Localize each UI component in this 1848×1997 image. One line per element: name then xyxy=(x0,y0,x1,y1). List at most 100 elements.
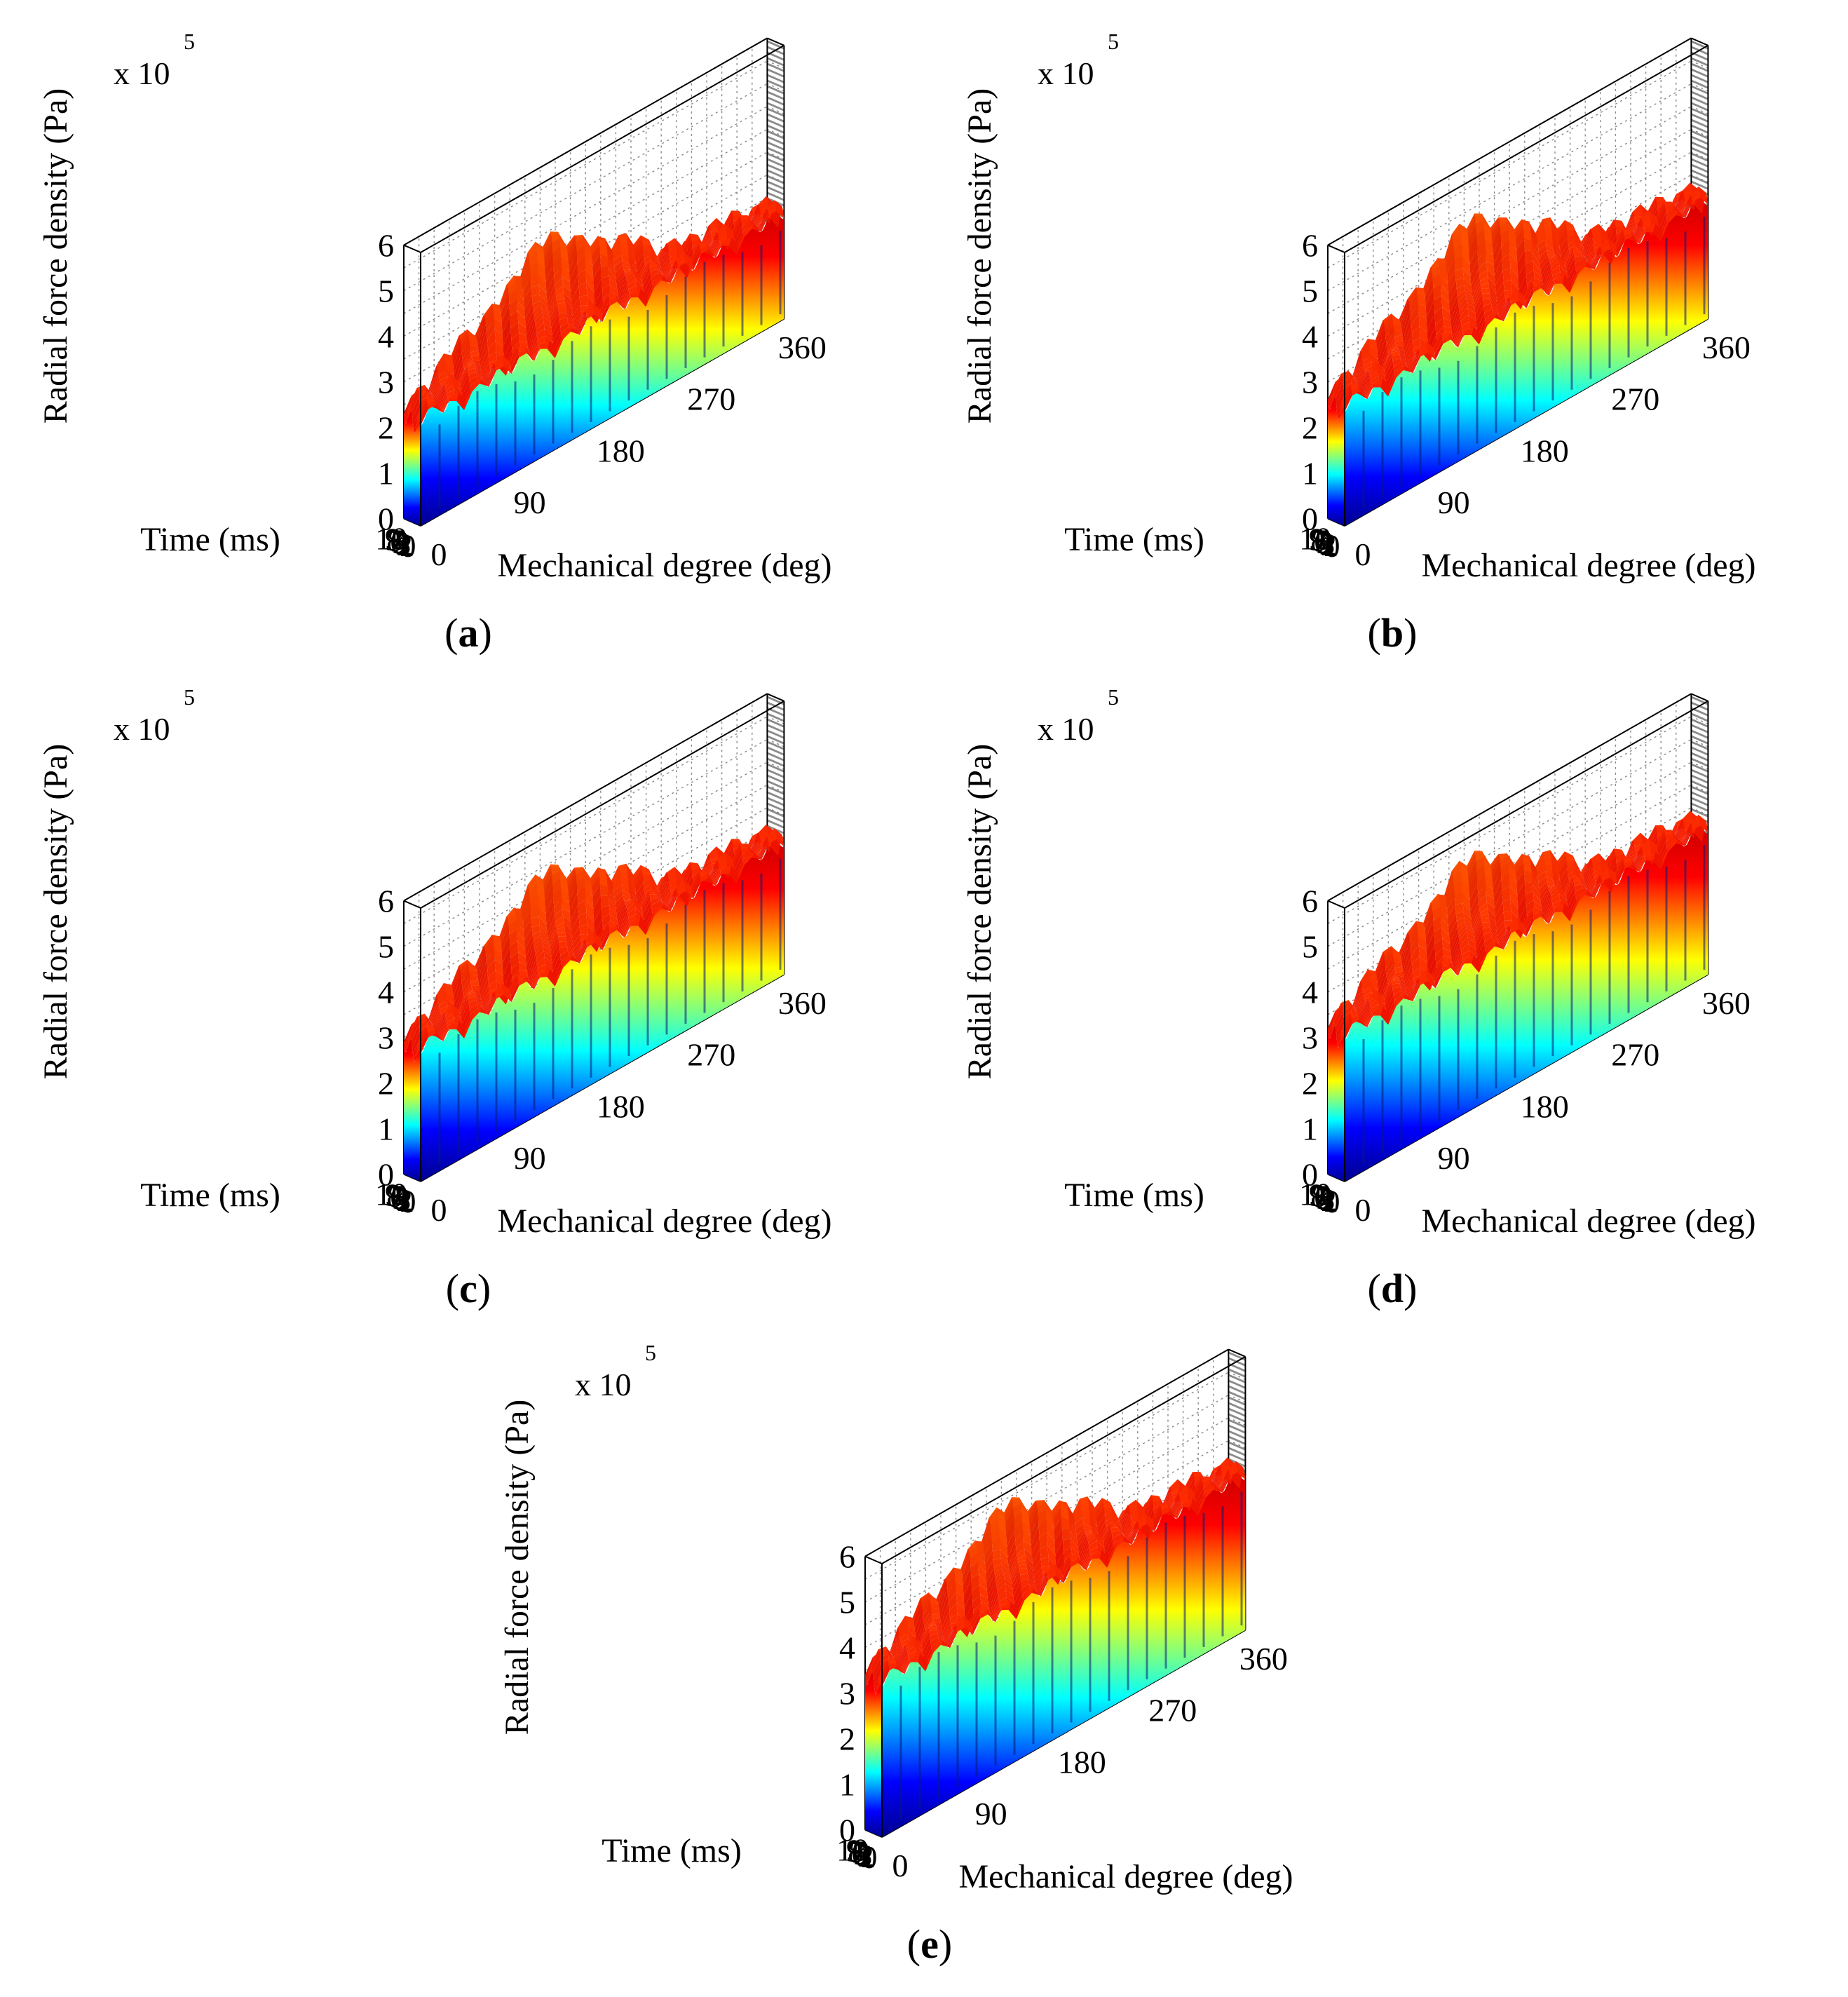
surface-cell xyxy=(1592,857,1601,867)
surface-cell xyxy=(562,267,570,282)
surface-cell xyxy=(498,284,508,307)
surface-cell xyxy=(1430,257,1439,268)
surface-cell xyxy=(1352,981,1361,1008)
surface-cell xyxy=(730,865,739,879)
surface-cell xyxy=(702,855,710,876)
surface-cell xyxy=(679,895,688,906)
surface-cell xyxy=(529,252,538,268)
surface-cell xyxy=(1448,913,1457,936)
surface-cell xyxy=(659,872,668,893)
surface-cell xyxy=(557,927,565,933)
surface-cell xyxy=(1409,350,1418,372)
surface-cell xyxy=(436,384,445,408)
surface-cell xyxy=(639,288,648,302)
surface-cell xyxy=(1425,341,1434,350)
surface-cell xyxy=(1551,220,1559,241)
surface-cell xyxy=(1455,911,1465,921)
surface-cell xyxy=(1399,932,1408,954)
surface-cell xyxy=(1625,840,1633,862)
surface-cell xyxy=(1581,860,1590,874)
surface-cell xyxy=(552,320,561,344)
surface-cell xyxy=(1352,351,1361,377)
surface-cell xyxy=(602,276,610,290)
surface-cell xyxy=(1469,882,1479,912)
surface-cell xyxy=(1547,885,1556,888)
surface-cell xyxy=(1370,370,1378,381)
surface-cell xyxy=(681,233,691,247)
surface-cell xyxy=(467,994,476,998)
surface-cell xyxy=(1460,314,1469,327)
surface-cell xyxy=(453,379,461,391)
surface-cell xyxy=(1648,838,1657,847)
surface-cell xyxy=(485,363,494,386)
surface-cell xyxy=(530,339,538,358)
surface-cell xyxy=(1404,955,1412,982)
surface-cell xyxy=(617,902,626,925)
surface-cell xyxy=(540,301,549,313)
surface-cell xyxy=(1460,307,1469,321)
surface-cell xyxy=(1368,990,1376,1001)
surface-cell xyxy=(1546,282,1555,295)
surface-cell xyxy=(1626,841,1634,862)
surface-cell xyxy=(1406,352,1415,367)
surface-cell xyxy=(553,889,562,907)
surface-cell xyxy=(412,402,421,426)
surface-cell xyxy=(1488,914,1497,931)
surface-cell xyxy=(605,239,614,261)
surface-cell xyxy=(530,906,539,919)
surface-cell xyxy=(517,975,526,981)
y-tick-label: 1 xyxy=(1322,527,1338,563)
surface-cell xyxy=(719,858,727,868)
y-tick-label: 2 xyxy=(397,527,413,562)
surface-cell xyxy=(1401,935,1410,967)
surface-cell xyxy=(526,311,534,337)
surface-cell xyxy=(1646,227,1655,232)
surface-cell xyxy=(1368,969,1376,972)
surface-cell xyxy=(503,989,512,1003)
surface-cell xyxy=(1587,876,1596,891)
surface-cell xyxy=(404,395,412,419)
gridline xyxy=(1327,738,1692,947)
surface-cell xyxy=(702,226,710,247)
surface-cell xyxy=(492,305,501,313)
surface-cell xyxy=(498,365,507,376)
surface-cell xyxy=(525,304,534,329)
surface-cell xyxy=(754,217,763,229)
surface-cell xyxy=(775,830,784,841)
surface-cell xyxy=(1542,850,1551,855)
surface-cell xyxy=(559,238,568,255)
surface-cell xyxy=(1406,977,1414,993)
surface-cell xyxy=(627,273,636,285)
surface-cell xyxy=(571,330,579,335)
surface-cell xyxy=(536,328,545,340)
surface xyxy=(1328,182,1708,526)
surface-cell xyxy=(1426,300,1435,332)
surface-cell xyxy=(1377,330,1386,360)
y-tick-label: 6 xyxy=(390,524,406,560)
surface-cell xyxy=(1399,354,1408,369)
surface-cell xyxy=(1389,370,1398,392)
surface-cell xyxy=(1465,326,1474,334)
surface-cell xyxy=(614,260,623,273)
surface-cell xyxy=(445,379,454,391)
surface-cell xyxy=(692,248,701,271)
surface-cell xyxy=(601,296,609,316)
surface-cell xyxy=(522,899,531,923)
surface-cell xyxy=(449,400,457,401)
surface-cell xyxy=(642,245,651,252)
surface-cell xyxy=(1453,316,1461,341)
surface-cell xyxy=(670,254,678,262)
surface-cell xyxy=(602,914,611,928)
surface-cell xyxy=(1639,227,1647,244)
surface-cell xyxy=(523,277,531,301)
surface-cell xyxy=(1360,969,1368,982)
surface-cell xyxy=(641,865,650,872)
surface-cell xyxy=(1448,280,1457,304)
surface-cell xyxy=(1487,316,1495,326)
surface-cell xyxy=(757,839,766,859)
surface-cell xyxy=(531,285,540,297)
surface-cell xyxy=(468,996,477,1003)
gridline xyxy=(1327,60,1692,269)
surface-cell xyxy=(1516,862,1524,883)
surface-cell xyxy=(721,245,730,246)
